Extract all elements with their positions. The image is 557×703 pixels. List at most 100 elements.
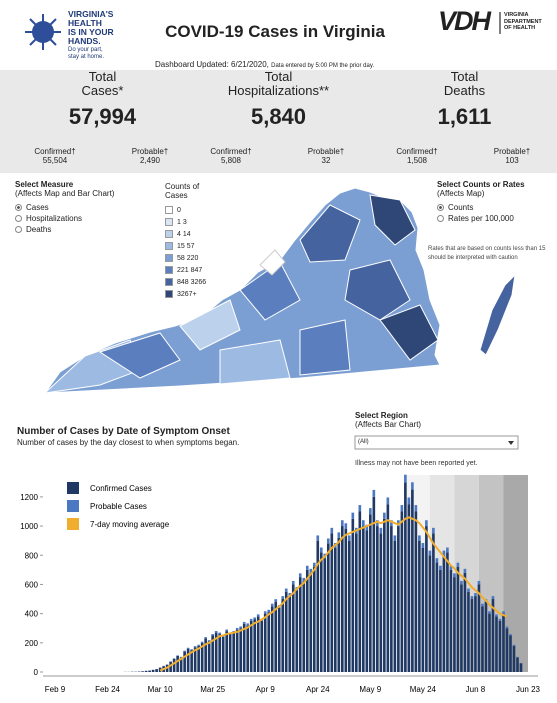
bar (435, 562, 439, 672)
bar (393, 540, 397, 672)
bar (519, 663, 523, 672)
legend-item: 4 14 (165, 228, 206, 240)
radio-option[interactable]: Deaths (15, 224, 114, 235)
legend-title: Counts of (165, 182, 200, 191)
logo-line: HEALTH (68, 18, 102, 28)
region-selected[interactable]: (All) (358, 439, 369, 445)
radio-option[interactable]: Counts (437, 202, 552, 213)
legend-swatch (165, 266, 173, 274)
bar (411, 489, 414, 672)
bar (267, 609, 271, 613)
kpi-breakdown: Probable† 32 (296, 147, 356, 165)
legend-label: 3267+ (177, 290, 197, 298)
bar (263, 611, 267, 614)
bar (284, 588, 288, 592)
bar (330, 527, 334, 534)
bar (446, 547, 449, 553)
logo-tag: Do your part, stay at home. (68, 47, 114, 61)
x-tick-label: Jun 23 (516, 685, 541, 694)
legend-label: 1 3 (177, 218, 187, 226)
bar (305, 569, 309, 672)
bar (172, 658, 176, 659)
kpi-title: Hospitalizations** (227, 83, 330, 98)
radio-label[interactable]: Counts (448, 203, 474, 212)
bar (221, 636, 225, 672)
bar (309, 572, 313, 672)
bar (498, 618, 502, 621)
rate-control: Select Counts or Rates (Affects Map) Cou… (437, 180, 552, 224)
radio-option[interactable]: Rates per 100,000 (437, 213, 552, 224)
bar (347, 540, 351, 672)
measure-options: Cases Hospitalizations Deaths (15, 202, 114, 235)
bar (362, 520, 365, 527)
x-tick-label: Apr 24 (306, 685, 330, 694)
bar (425, 520, 428, 527)
bar (246, 625, 250, 672)
bar (358, 505, 362, 512)
bar (351, 518, 355, 672)
radio-circle (437, 204, 444, 211)
bar (232, 632, 236, 672)
region-control: Select Region (Affects Bar Chart) (355, 411, 421, 429)
bar (432, 533, 435, 672)
bar (404, 474, 407, 483)
bar (218, 634, 221, 672)
radio-option[interactable]: Hospitalizations (15, 213, 114, 224)
radio-label[interactable]: Rates per 100,000 (448, 214, 514, 223)
kpi: Total Cases* 57,994 Confirmed† 55,504 Probabl… (10, 70, 195, 166)
bar (390, 526, 393, 672)
bar (383, 518, 386, 672)
y-tick-label: 200 (25, 639, 39, 648)
bar (277, 607, 281, 672)
bar (421, 543, 425, 548)
page-title: COVID-19 Cases in Virginia (165, 22, 385, 41)
bar (435, 558, 439, 563)
radio-label[interactable]: Hospitalizations (26, 214, 83, 223)
dropdown-arrow[interactable] (508, 441, 514, 445)
bar (516, 656, 519, 658)
bar (274, 599, 278, 602)
bar (383, 512, 386, 519)
radio-option[interactable]: Cases (15, 202, 114, 213)
legend-swatch (67, 500, 79, 512)
region-dropdown-box[interactable] (354, 435, 519, 450)
radio-label[interactable]: Deaths (26, 225, 52, 234)
bar (225, 631, 228, 672)
vdh-mark: VDH (438, 6, 491, 36)
radio-label[interactable]: Cases (26, 203, 49, 212)
x-tick-label: Mar 10 (148, 685, 173, 694)
bar (390, 520, 393, 527)
bar (284, 591, 288, 672)
bar (379, 533, 383, 672)
virginia-map (43, 187, 516, 394)
y-tick-label: 800 (25, 551, 39, 560)
bar (186, 648, 190, 672)
bar (477, 584, 481, 672)
legend-label: 0 (177, 206, 181, 214)
bar (358, 511, 362, 672)
bar (319, 552, 323, 672)
bar (183, 651, 186, 672)
moving-average-line (159, 516, 508, 672)
kpi-value: 1,611 (437, 104, 492, 129)
bar (337, 532, 341, 538)
chart-title: Number of Cases by Date of Symptom Onset (17, 426, 230, 437)
bar (512, 645, 516, 672)
bar (211, 634, 214, 636)
radio-circle (437, 215, 444, 222)
measure-subtitle: (Affects Map and Bar Chart) (15, 189, 115, 198)
bar (449, 569, 453, 672)
bar (456, 562, 460, 567)
bar (421, 547, 425, 672)
bar (407, 497, 411, 505)
kpi-title: Cases* (81, 83, 124, 98)
breakdown-label: Probable† (131, 147, 169, 156)
bar (316, 540, 320, 672)
bar (397, 526, 400, 672)
bar (183, 650, 186, 652)
bar (484, 601, 488, 672)
rate-subtitle: (Affects Map) (437, 189, 485, 198)
measure-control: Select Measure (Affects Map and Bar Char… (15, 180, 114, 235)
logo-tag-line: stay at home. (68, 54, 105, 60)
bar (425, 526, 428, 672)
